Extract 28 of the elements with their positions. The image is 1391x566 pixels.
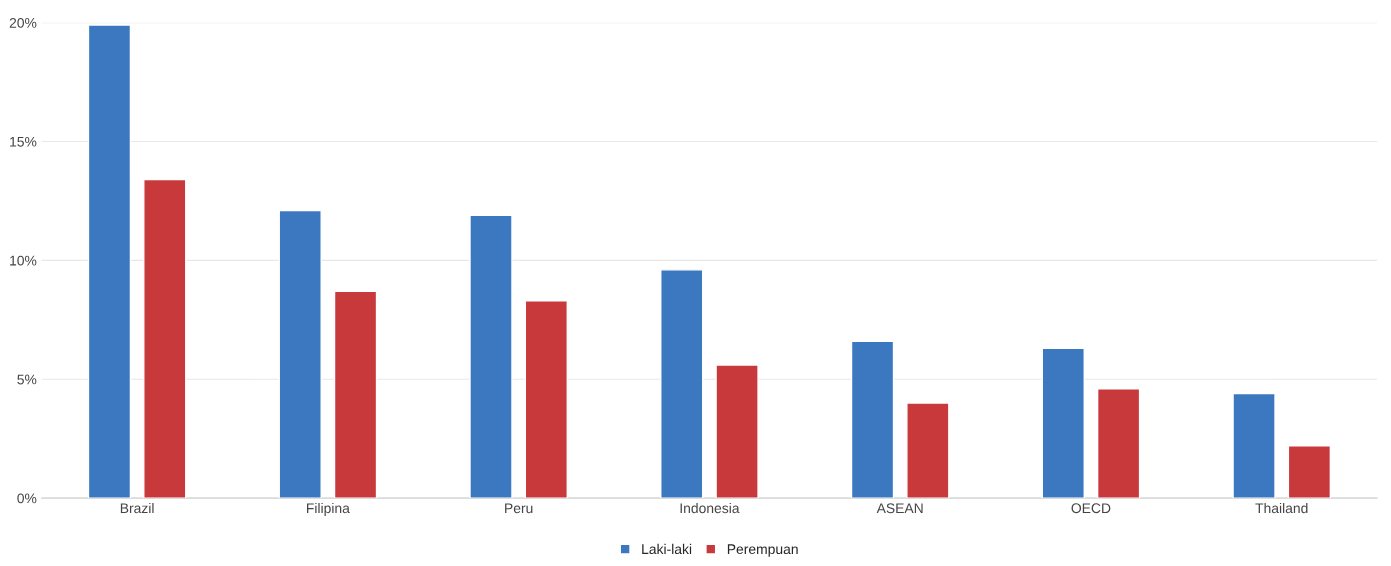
y-tick-label: 10% — [10, 255, 37, 266]
x-tick-label: Peru — [505, 503, 533, 514]
bar — [524, 300, 568, 499]
bar — [1096, 388, 1141, 499]
bar — [278, 209, 322, 499]
y-tick-label: 5% — [17, 374, 37, 385]
bar — [906, 402, 950, 499]
x-tick-label: Filipina — [307, 502, 350, 516]
bar — [660, 269, 704, 499]
bar — [469, 214, 513, 499]
bar — [1232, 392, 1276, 499]
x-tick-label: ASEAN — [876, 503, 923, 514]
bar — [87, 24, 132, 499]
bar — [715, 364, 759, 499]
bar — [333, 290, 378, 499]
x-tick-label: Brazil — [120, 502, 154, 514]
bar — [850, 340, 895, 499]
legend-label: Laki-laki — [642, 543, 692, 555]
bar — [1287, 445, 1332, 499]
y-tick-label: 15% — [10, 136, 37, 147]
x-tick-label: Indonesia — [680, 502, 740, 514]
bar — [143, 178, 187, 499]
y-tick-label: 20% — [9, 17, 37, 28]
y-tick-label: 0% — [17, 493, 37, 504]
bar — [1041, 347, 1085, 499]
x-tick-label: Thailand — [1255, 502, 1308, 514]
x-tick-label: OECD — [1071, 503, 1111, 514]
legend-label: Perempuan — [727, 544, 798, 557]
